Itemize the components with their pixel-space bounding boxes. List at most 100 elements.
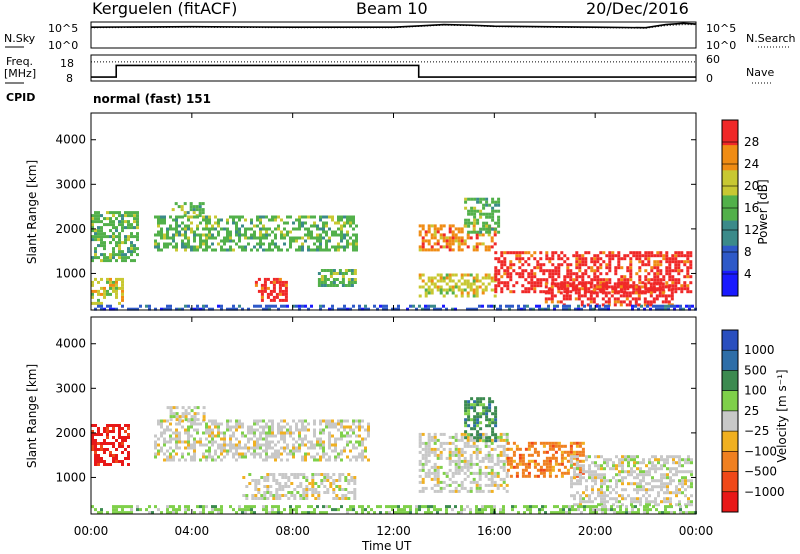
velocity-cells-cell: [430, 511, 433, 515]
power-cells-cell: [220, 307, 223, 311]
velocity-cells-cell: [573, 494, 576, 498]
velocity-cells-cell: [499, 465, 503, 469]
velocity-cells-cell: [334, 422, 337, 426]
velocity-cells-cell: [439, 432, 443, 436]
power-cells-cell: [103, 241, 106, 245]
velocity-cells-cell: [636, 476, 639, 480]
velocity-cells-cell: [621, 479, 624, 483]
velocity-cells-cell: [254, 497, 258, 500]
power-cells-cell: [94, 232, 97, 236]
power-cells-cell: [647, 254, 651, 258]
velocity-cells-cell: [690, 470, 693, 474]
velocity-cells-cell: [609, 467, 612, 471]
power-cells-cell: [608, 266, 612, 270]
velocity-cells-cell: [642, 470, 645, 474]
velocity-cells-cell: [451, 459, 455, 463]
velocity-cells-cell: [305, 491, 309, 494]
velocity-cells-cell: [292, 508, 295, 512]
noise-left-ytick-top: 10^5: [48, 22, 78, 35]
power-cells-cell: [655, 288, 659, 292]
power-cells-cell: [109, 211, 112, 215]
power-cells-cell: [181, 242, 184, 246]
velocity-cells-cell: [478, 438, 482, 442]
velocity-cells-cell: [496, 459, 500, 463]
power-cells-cell: [118, 241, 121, 245]
velocity-cells-cell: [523, 505, 526, 509]
power-cells-cell: [278, 289, 282, 293]
velocity-cells-cell: [473, 409, 477, 413]
velocity-cells-cell: [343, 449, 346, 453]
velocity-cells-cell: [496, 456, 500, 460]
velocity-cells-cell: [539, 468, 543, 472]
velocity-cells-cell: [328, 443, 331, 447]
velocity-cells-cell: [251, 497, 255, 500]
velocity-cells-cell: [277, 511, 280, 515]
velocity-cells-cell: [295, 428, 298, 432]
power-cells-cell: [472, 276, 476, 280]
velocity-cells-cell: [445, 483, 449, 487]
velocity-cells-cell: [478, 468, 482, 472]
velocity-cells-cell: [319, 419, 322, 423]
velocity-cells-cell: [100, 457, 103, 460]
power-cells-cell: [211, 242, 214, 246]
power-cells-cell: [607, 291, 611, 295]
power-cells-cell: [183, 202, 187, 206]
power-cells-cell: [322, 236, 325, 240]
power-cells-cell: [628, 300, 632, 304]
power-cells-cell: [457, 236, 461, 240]
power-cells-cell: [490, 236, 494, 240]
power-cells-cell: [578, 269, 582, 273]
velocity-cells-cell: [202, 508, 205, 512]
velocity-cells-cell: [223, 446, 226, 450]
power-cells-cell: [115, 244, 118, 248]
power-cells-cell: [317, 278, 321, 281]
power-cells-cell: [223, 236, 226, 240]
velocity-cells-cell: [106, 433, 109, 436]
power-cells-cell: [556, 285, 560, 289]
power-cells-cell: [259, 236, 262, 240]
power-cells-cell: [577, 291, 581, 295]
power-cells-cell: [524, 290, 528, 294]
velocity-cells-cell: [346, 455, 349, 459]
power-cells-cell: [112, 253, 115, 257]
power-cells-cell: [283, 304, 286, 308]
velocity-cells-cell: [109, 430, 112, 433]
power-cells-cell: [346, 242, 349, 246]
power-colorbar-swatch: [722, 145, 738, 171]
velocity-cells-cell: [338, 479, 342, 482]
velocity-cells-cell: [666, 461, 669, 465]
velocity-cells-cell: [666, 476, 669, 480]
velocity-cells-cell: [625, 508, 628, 512]
power-cells-cell: [521, 263, 525, 267]
velocity-cells-cell: [557, 447, 561, 451]
velocity-colorbar-swatch: [722, 491, 738, 513]
velocity-cells-cell: [229, 434, 232, 438]
power-cells-cell: [641, 260, 645, 264]
power-cells-cell: [580, 294, 584, 298]
power-cells-cell: [659, 251, 663, 255]
velocity-cells-cell: [316, 437, 319, 441]
power-cells-cell: [433, 282, 437, 286]
velocity-cells-cell: [262, 443, 265, 447]
velocity-cells-cell: [247, 428, 250, 432]
power-cells-cell: [133, 247, 136, 251]
velocity-cells-cell: [603, 497, 606, 501]
velocity-cells-cell: [94, 445, 97, 448]
velocity-cells-cell: [588, 467, 591, 471]
power-cells-cell: [448, 279, 452, 283]
velocity-cells-cell: [115, 508, 118, 512]
velocity-colorbar-tick-label: 25: [744, 404, 759, 418]
power-cells-cell: [607, 297, 611, 301]
power-cells-cell: [553, 294, 557, 298]
velocity-cells-cell: [642, 458, 645, 462]
power-cells-cell: [145, 304, 148, 308]
power-cells-cell: [545, 257, 549, 261]
power-cells-cell: [334, 230, 337, 234]
power-cells-cell: [124, 226, 127, 230]
power-cells-cell: [361, 307, 364, 311]
velocity-cells-cell: [460, 508, 463, 512]
power-cells-cell: [497, 203, 501, 207]
velocity-cells-cell: [175, 434, 178, 438]
velocity-cells-cell: [352, 508, 355, 512]
